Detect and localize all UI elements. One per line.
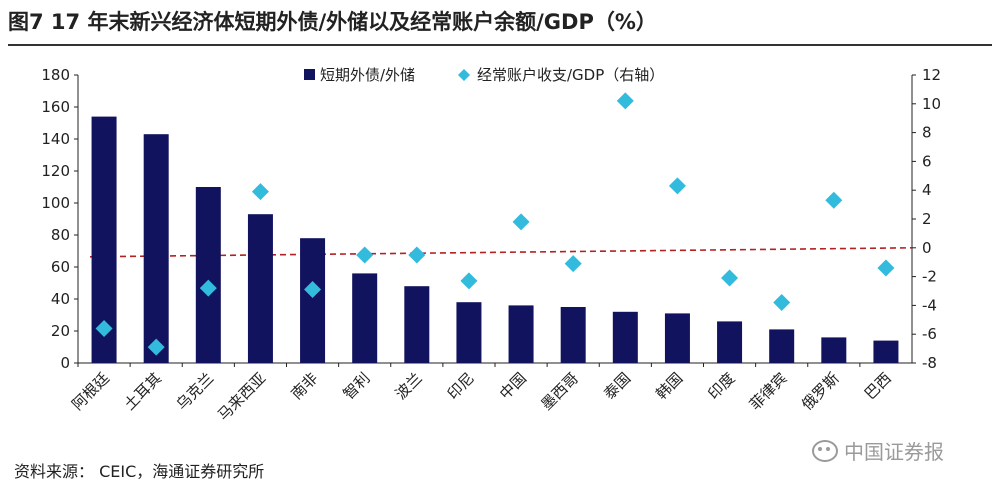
- left-tick-label: 60: [51, 258, 70, 276]
- x-category-label: 乌克兰: [173, 369, 218, 414]
- left-tick-label: 180: [41, 66, 70, 84]
- x-category-label: 菲律宾: [746, 369, 791, 414]
- x-category-label: 波兰: [392, 369, 426, 403]
- diamond-point: [512, 213, 530, 231]
- left-tick-label: 40: [51, 290, 70, 308]
- x-category-label: 墨西哥: [537, 369, 582, 414]
- x-category-label: 智利: [340, 369, 374, 403]
- watermark: 中国证券报: [812, 436, 944, 465]
- zero-reference-layer: [89, 247, 913, 258]
- diamond-point: [199, 279, 217, 297]
- bar: [612, 311, 638, 363]
- diamond-point: [564, 255, 582, 273]
- zero-reference-line: [89, 247, 913, 258]
- right-tick-label: -4: [922, 296, 937, 314]
- source-note: 资料来源： CEIC，海通证券研究所: [14, 462, 265, 481]
- bar: [873, 340, 899, 363]
- legend-label-bar: 短期外债/外储: [320, 66, 415, 84]
- bar: [769, 329, 795, 363]
- chart-title: 图7 17 年末新兴经济体短期外债/外储以及经常账户余额/GDP（%）: [8, 10, 657, 34]
- axes: 0 20 40 60 80 100 120 140 160 180 -8 -6 -4 -2 0 2 4 6 8 10 1…: [41, 66, 941, 424]
- x-category-label: 俄罗斯: [798, 369, 843, 414]
- x-category-label: 土耳其: [120, 369, 165, 414]
- x-category-label: 印度: [704, 369, 738, 403]
- bar: [508, 305, 534, 363]
- bar: [352, 273, 378, 363]
- left-tick-label: 140: [41, 130, 70, 148]
- bar-series: [91, 116, 899, 363]
- right-tick-label: 8: [922, 124, 932, 142]
- diamond-point: [304, 281, 322, 299]
- right-tick-label: 12: [922, 66, 941, 84]
- diamond-point: [721, 269, 739, 287]
- x-category-label: 马来西亚: [214, 369, 269, 424]
- right-tick-label: -8: [922, 354, 937, 372]
- diamond-point: [616, 92, 634, 110]
- legend-swatch-diamond: [458, 69, 470, 81]
- diamond-series: [95, 92, 895, 356]
- x-category-label: 巴西: [861, 369, 895, 403]
- bar: [664, 313, 690, 363]
- diamond-point: [408, 246, 426, 264]
- diamond-point: [251, 183, 269, 201]
- legend: 短期外债/外储 经常账户收支/GDP（右轴）: [304, 66, 664, 84]
- right-tick-label: 10: [922, 95, 941, 113]
- bar: [247, 214, 273, 363]
- bar: [143, 134, 169, 363]
- watermark-text: 中国证券报: [844, 440, 944, 464]
- diamond-point: [877, 259, 895, 277]
- diamond-point: [356, 246, 374, 264]
- bar: [404, 286, 430, 363]
- x-category-label: 韩国: [652, 369, 686, 403]
- diamond-point: [147, 338, 165, 356]
- x-category-label: 南非: [287, 369, 321, 403]
- left-tick-label: 160: [41, 98, 70, 116]
- right-tick-label: -2: [922, 268, 937, 286]
- right-tick-label: -6: [922, 325, 937, 343]
- legend-label-diamond: 经常账户收支/GDP（右轴）: [477, 66, 664, 84]
- diamond-point: [460, 272, 478, 290]
- bar: [300, 238, 326, 363]
- x-category-label: 阿根廷: [68, 369, 113, 414]
- right-tick-label: 6: [922, 152, 932, 170]
- left-tick-label: 0: [60, 354, 70, 372]
- diamond-point: [668, 177, 686, 195]
- wechat-icon: [812, 439, 838, 462]
- bar: [456, 302, 482, 363]
- left-tick-label: 100: [41, 194, 70, 212]
- left-tick-label: 120: [41, 162, 70, 180]
- right-tick-label: 0: [922, 239, 932, 257]
- bar: [717, 321, 743, 363]
- diamond-point: [95, 319, 113, 337]
- x-category-label: 中国: [496, 369, 530, 403]
- bar: [195, 187, 221, 363]
- left-tick-label: 80: [51, 226, 70, 244]
- diamond-point: [773, 294, 791, 312]
- diamond-point: [825, 191, 843, 209]
- legend-swatch-bar: [304, 69, 315, 80]
- right-tick-label: 2: [922, 210, 932, 228]
- title-divider: [8, 44, 992, 46]
- x-category-label: 泰国: [600, 369, 634, 403]
- bar: [560, 307, 586, 363]
- bar: [821, 337, 847, 363]
- right-tick-label: 4: [922, 181, 932, 199]
- x-category-label: 印尼: [444, 369, 478, 403]
- left-tick-label: 20: [51, 322, 70, 340]
